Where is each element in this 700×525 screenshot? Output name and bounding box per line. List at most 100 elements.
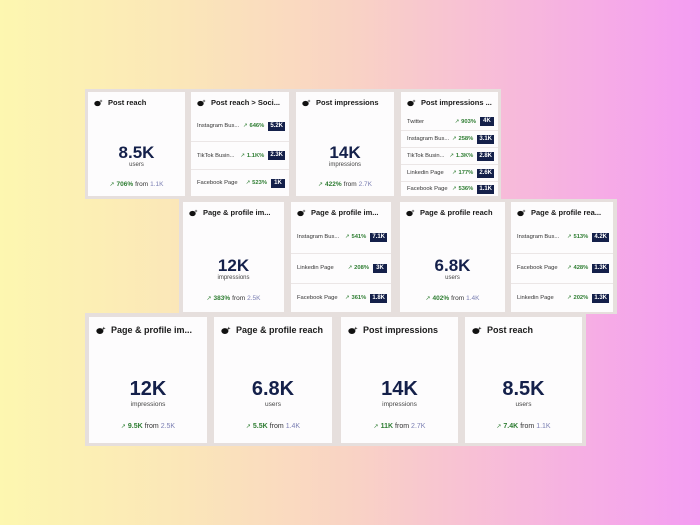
sparkle-icon	[517, 209, 526, 217]
breakdown-row[interactable]: Twitter ↗ 903% 4K	[401, 113, 498, 130]
card-title: Post reach	[472, 325, 578, 335]
breakdown-row[interactable]: TikTok Busin... ↗ 1.3K% 2.8K	[401, 147, 498, 164]
kpi-card-post-impressions[interactable]: Post impressions 14K impressions ↗ 422% fr…	[296, 92, 394, 196]
trend-up-icon: ↗	[344, 234, 350, 240]
value-badge: 4.2K	[592, 232, 609, 242]
card-title: Page & profile reach	[406, 208, 501, 217]
card-title: Page & profile im...	[189, 208, 280, 217]
breakdown-row[interactable]: Facebook Page ↗ 428% 1.3K	[511, 253, 613, 282]
value-badge: 3K	[373, 263, 387, 273]
kpi-card-page-profile-reach[interactable]: Page & profile reach 6.8K users ↗ 402% fro…	[400, 202, 505, 312]
card-title: Post impressions	[302, 98, 390, 107]
value-badge: 1K	[271, 178, 285, 188]
trend-up-icon: ↗	[206, 296, 212, 302]
value-badge: 2.8K	[477, 151, 494, 161]
card-title: Page & profile im...	[297, 208, 387, 217]
sparkle-icon	[96, 326, 106, 335]
sparkle-icon	[94, 99, 103, 107]
kpi-delta: ↗ 422% from 2.7K	[317, 181, 373, 188]
kpi-unit: impressions	[130, 401, 166, 408]
widget-row-1: Post reach 8.5K users ↗ 706% from 1.1K Post…	[85, 89, 501, 199]
breakdown-row[interactable]: Facebook Page ↗ 536% 1.1K	[401, 181, 498, 196]
trend-up-icon: ↗	[425, 296, 431, 302]
sparkle-icon	[407, 99, 416, 107]
trend-up-icon: ↗	[245, 424, 251, 430]
kpi-card-page-profile-impressions-abs[interactable]: Page & profile im... 12K impressions ↗ 9.…	[89, 317, 207, 443]
value-badge: 1.8K	[370, 293, 387, 303]
trend-up-icon: ↗	[566, 265, 572, 271]
trend-up-icon: ↗	[454, 118, 460, 125]
value-badge: 3.1K	[477, 134, 494, 144]
kpi-delta: ↗ 7.4K from 1.1K	[496, 423, 551, 430]
kpi-delta: ↗ 706% from 1.1K	[109, 181, 164, 188]
breakdown-card-post-impressions[interactable]: Post impressions ... Twitter ↗ 903% 4K I…	[401, 92, 498, 196]
card-title: Page & profile reach	[221, 325, 328, 335]
kpi-value: 8.5K	[502, 378, 545, 400]
trend-up-icon: ↗	[109, 182, 115, 188]
breakdown-row[interactable]: Instagram Bus... ↗ 541% 7.1K	[297, 232, 387, 242]
kpi-card-post-impressions-abs[interactable]: Post impressions 14K impressions ↗ 11K fro…	[341, 317, 458, 443]
value-badge: 2.3K	[268, 151, 285, 160]
kpi-delta: ↗ 5.5K from 1.4K	[245, 423, 301, 430]
trend-up-icon: ↗	[566, 234, 572, 240]
card-title: Page & profile rea...	[517, 208, 609, 217]
trend-up-icon: ↗	[496, 424, 502, 430]
breakdown-row[interactable]: Linkedin Page ↗ 202% 1.3K	[511, 283, 613, 312]
kpi-value: 14K	[381, 378, 418, 400]
trend-up-icon: ↗	[451, 136, 457, 142]
kpi-unit: users	[515, 401, 532, 408]
kpi-unit: users	[265, 401, 281, 408]
card-title: Page & profile im...	[96, 325, 203, 335]
kpi-value: 12K	[217, 256, 250, 275]
sparkle-icon	[348, 326, 358, 335]
card-title: Post reach > Soci...	[197, 98, 285, 107]
value-badge: 7.1K	[370, 232, 387, 242]
trend-up-icon: ↗	[120, 424, 126, 430]
sparkle-icon	[472, 326, 482, 335]
kpi-card-post-reach-abs[interactable]: Post reach 8.5K users ↗ 7.4K from 1.1K	[465, 317, 582, 443]
breakdown-row[interactable]: Facebook Page ↗ 361% 1.8K	[291, 283, 391, 312]
trend-up-icon: ↗	[373, 424, 379, 430]
breakdown-row[interactable]: Facebook Page ↗ 523% 1K	[191, 169, 289, 196]
trend-up-icon: ↗	[451, 186, 457, 192]
widget-row-3: Page & profile im... 12K impressions ↗ 9.…	[85, 313, 586, 446]
kpi-value: 6.8K	[251, 378, 295, 400]
trend-up-icon: ↗	[317, 182, 324, 188]
breakdown-card-page-profile-impressions[interactable]: Page & profile im... Instagram Bus... ↗ …	[291, 202, 391, 312]
widget-row-2: Page & profile im... 12K impressions ↗ 38…	[179, 199, 617, 314]
trend-up-icon: ↗	[451, 170, 457, 176]
kpi-delta: ↗ 383% from 2.5K	[206, 295, 261, 302]
kpi-value: 6.8K	[434, 256, 471, 275]
breakdown-card-page-profile-reach[interactable]: Page & profile rea... Instagram Bus... ↗…	[511, 202, 613, 312]
value-badge: 1.1K	[477, 184, 494, 194]
breakdown-card-post-reach-social[interactable]: Post reach > Soci... Instagram Bus... ↗ …	[191, 92, 289, 196]
kpi-delta: ↗ 11K from 2.7K	[373, 423, 426, 430]
sparkle-icon	[221, 326, 231, 335]
kpi-delta: ↗ 9.5K from 2.5K	[120, 423, 176, 430]
card-title: Post reach	[94, 98, 181, 107]
breakdown-row[interactable]: Linkedin Page ↗ 177% 2.6K	[401, 164, 498, 181]
kpi-unit: impressions	[328, 162, 361, 168]
breakdown-row[interactable]: Instagram Bus... ↗ 513% 4.2K	[517, 232, 609, 242]
breakdown-row[interactable]: Instagram Bus... ↗ 646% 5.2K	[197, 121, 285, 131]
kpi-value: 12K	[129, 378, 167, 400]
sparkle-icon	[406, 209, 415, 217]
kpi-value: 8.5K	[118, 143, 155, 162]
sparkle-icon	[197, 99, 206, 107]
kpi-card-post-reach[interactable]: Post reach 8.5K users ↗ 706% from 1.1K	[88, 92, 185, 196]
kpi-card-page-profile-reach-abs[interactable]: Page & profile reach 6.8K users ↗ 5.5K fro…	[214, 317, 332, 443]
value-badge: 1.3K	[592, 293, 609, 303]
trend-up-icon: ↗	[449, 153, 454, 159]
trend-up-icon: ↗	[240, 152, 245, 159]
trend-up-icon: ↗	[566, 295, 572, 301]
kpi-delta: ↗ 402% from 1.4K	[425, 295, 480, 302]
trend-up-icon: ↗	[344, 295, 350, 301]
card-title: Post impressions	[348, 325, 454, 335]
breakdown-row[interactable]: Instagram Bus... ↗ 258% 3.1K	[401, 130, 498, 147]
trend-up-icon: ↗	[245, 180, 251, 186]
kpi-unit: impressions	[382, 401, 417, 408]
sparkle-icon	[189, 209, 198, 217]
breakdown-row[interactable]: TikTok Busin... ↗ 1.1K% 2.3K	[191, 141, 289, 169]
breakdown-row[interactable]: Linkedin Page ↗ 208% 3K	[291, 253, 391, 282]
kpi-card-page-profile-impressions[interactable]: Page & profile im... 12K impressions ↗ 38…	[183, 202, 284, 312]
